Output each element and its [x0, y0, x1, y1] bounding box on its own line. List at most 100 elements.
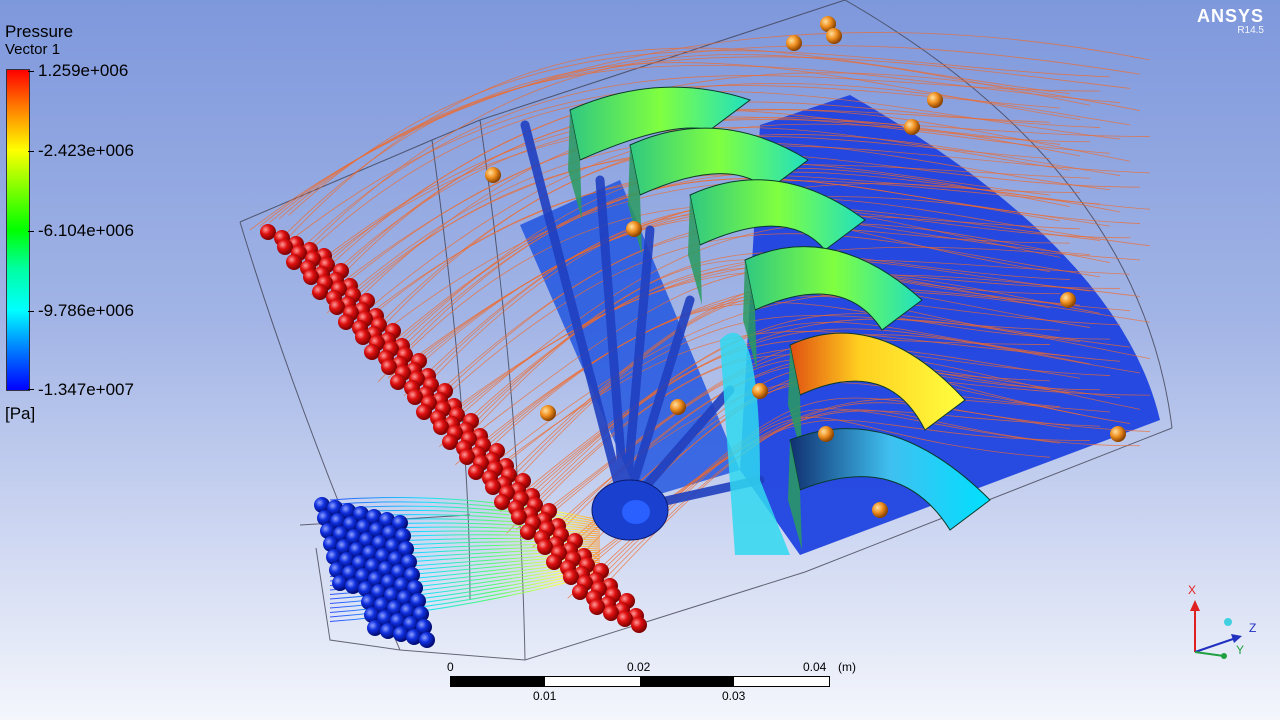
inlet-particle [286, 254, 302, 270]
outlet-particle [327, 500, 343, 516]
scale-segment-dark [640, 677, 734, 686]
scale-label-top: 0.04 [803, 660, 827, 674]
outlet-particle [397, 590, 413, 606]
outlet-particle [369, 522, 385, 538]
streamline [278, 64, 1121, 220]
probe-particle [786, 35, 802, 51]
outlet-particle [416, 619, 432, 635]
probe-particle [670, 399, 686, 415]
outlet-particle [352, 555, 368, 571]
blade-edge [743, 260, 757, 370]
outlet-particle [413, 606, 429, 622]
streamline [577, 408, 1061, 595]
outlet-particle [371, 584, 387, 600]
inlet-particle [603, 605, 619, 621]
streamline [307, 54, 1091, 249]
logo-brand: ANSYS [1196, 6, 1264, 26]
outlet-particle [375, 548, 391, 564]
outlet-particle [401, 554, 417, 570]
outlet-particle [390, 613, 406, 629]
outlet-particle [361, 594, 377, 610]
streamline [490, 315, 1061, 476]
blade [789, 428, 991, 531]
outlet-particle [330, 513, 346, 529]
outlet-particle [398, 541, 414, 557]
outlet-particle [367, 620, 383, 636]
hub-assembly [520, 120, 765, 541]
outlet-particle [407, 580, 423, 596]
jet-line [329, 573, 601, 622]
inlet-particle [459, 449, 475, 465]
blade [629, 127, 809, 196]
blade [569, 86, 752, 161]
axis-z-label: Z [1249, 621, 1257, 635]
outlet-particle [400, 603, 416, 619]
scale-label-top: 0.02 [627, 660, 651, 674]
streamline [509, 318, 1151, 509]
legend-unit: [Pa] [5, 404, 36, 423]
logo-release: R14.5 [1237, 25, 1264, 36]
jet-line [329, 501, 601, 523]
streamline [333, 82, 1131, 263]
outlet-particle [404, 567, 420, 583]
outlet-particle [356, 519, 372, 535]
probe-particle [872, 502, 888, 518]
inlet-particle [433, 419, 449, 435]
outlet-particle [394, 577, 410, 593]
outlet-particle [336, 539, 352, 555]
scale-unit: (m) [838, 660, 856, 674]
outlet-particle [368, 571, 384, 587]
scale-label-bottom: 0.03 [722, 689, 746, 703]
outlet-particle [364, 607, 380, 623]
probe-particle [752, 383, 768, 399]
outlet-particle [382, 525, 398, 541]
outlet-particle [374, 597, 390, 613]
streamline [480, 330, 1071, 480]
blade [789, 332, 966, 431]
inlet-particle [537, 539, 553, 555]
outlet-particle [326, 549, 342, 565]
outlet-particle [393, 626, 409, 642]
legend-variable: Pressure [5, 22, 74, 41]
shroud-surface [720, 332, 790, 555]
streamline [285, 47, 1071, 241]
legend-tick-label: -9.786e+006 [38, 301, 134, 320]
probe-particle [1060, 292, 1076, 308]
inlet-particle [589, 599, 605, 615]
outlet-particle [323, 536, 339, 552]
outlet-particle [406, 629, 422, 645]
outlet-particle [346, 529, 362, 545]
outlet-particle [379, 512, 395, 528]
inlet-particle [277, 239, 293, 255]
inlet-particle [364, 344, 380, 360]
inlet-particle [260, 224, 276, 240]
inlet-particle [546, 554, 562, 570]
probe-particle [1110, 426, 1126, 442]
streamline [362, 174, 1081, 324]
outlet-particle [340, 503, 356, 519]
scale-label-top: 0 [447, 660, 454, 674]
scale-segment-dark [451, 677, 545, 686]
probe-particle [818, 426, 834, 442]
legend-color-bar [6, 69, 30, 391]
probe-particle [485, 167, 501, 183]
legend-tick-mark [28, 71, 34, 72]
inlet-particle [442, 434, 458, 450]
outlet-particle [358, 581, 374, 597]
streamline [458, 251, 1071, 440]
streamline [529, 313, 1131, 501]
axis-x-label: X [1188, 583, 1197, 597]
outlet-particle [320, 523, 336, 539]
blade-edge [788, 345, 802, 455]
streamline [269, 56, 1131, 223]
outlet-particle [314, 497, 330, 513]
inlet-particle [520, 524, 536, 540]
probe-particle [820, 16, 836, 32]
inlet-particle [416, 404, 432, 420]
outlet-particle [403, 616, 419, 632]
outlet-particle [332, 575, 348, 591]
outlet-particle [380, 623, 396, 639]
inlet-particle [617, 611, 633, 627]
